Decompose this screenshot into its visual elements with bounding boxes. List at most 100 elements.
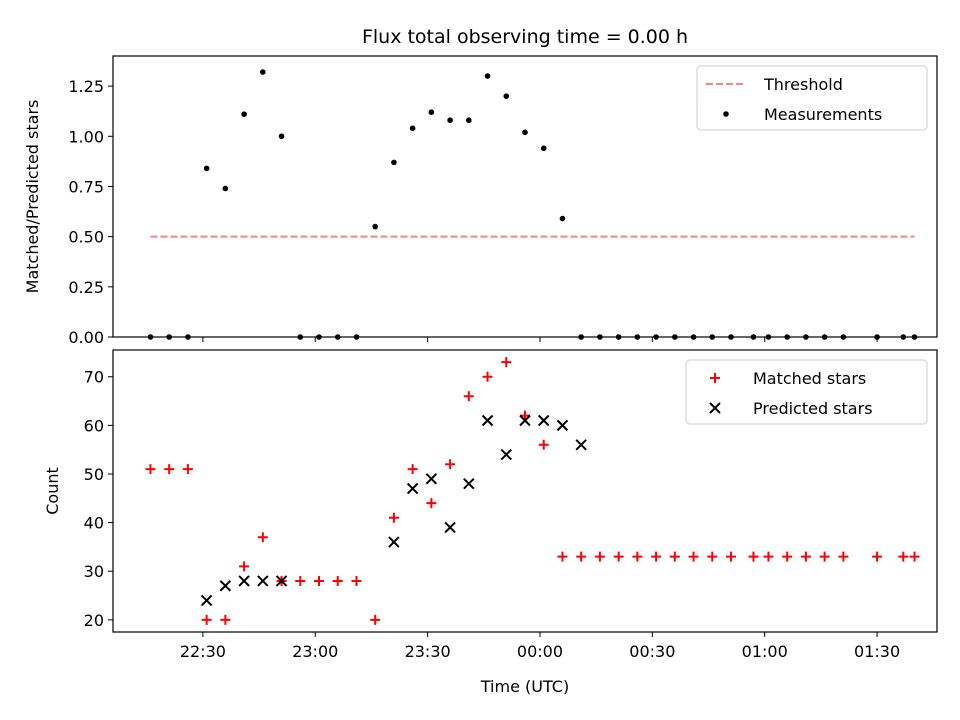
matched-star-point	[763, 551, 774, 562]
x-tick-label: 01:30	[854, 642, 900, 661]
plot-frame	[112, 349, 938, 633]
chart-title: Flux total observing time = 0.00 h	[362, 26, 688, 48]
predicted-star-point	[556, 419, 569, 432]
x-tick-label: 01:00	[742, 642, 788, 661]
matched-star-point	[538, 439, 549, 450]
y-tick-label: 1.00	[68, 127, 104, 146]
x-tick-label: 22:30	[180, 642, 226, 661]
y-tick-label: 70	[84, 368, 104, 387]
series-matched-stars	[145, 357, 920, 625]
matched-star-point	[501, 357, 512, 368]
measurement-point	[428, 109, 435, 115]
y-tick-label: 0.00	[68, 328, 104, 347]
matched-star-point	[445, 459, 456, 470]
matched-star-point	[257, 532, 268, 543]
matched-star-point	[182, 464, 193, 475]
panel-ratio: 0.00 0.25 0.50 0.75 1.00 1.25 Flux total obser…	[23, 26, 938, 347]
legend: Matched stars Predicted stars	[685, 359, 928, 425]
matched-star-point	[201, 614, 212, 625]
predicted-star-point	[519, 414, 531, 427]
matched-star-point	[407, 464, 418, 475]
legend-measurement-swatch	[723, 111, 729, 117]
predicted-star-point	[444, 521, 456, 534]
matched-star-point	[463, 391, 474, 402]
predicted-star-point	[257, 575, 269, 587]
measurement-point	[466, 117, 472, 124]
predicted-star-point	[463, 477, 475, 490]
measurement-point	[540, 145, 547, 152]
matched-star-point	[557, 551, 568, 562]
measurement-point	[222, 185, 229, 192]
y-tick-label: 0.50	[68, 228, 104, 247]
predicted-star-point	[388, 536, 400, 548]
matched-star-point	[909, 551, 920, 562]
predicted-star-point	[500, 448, 512, 461]
measurement-point	[372, 223, 378, 230]
matched-star-point	[632, 551, 643, 562]
legend-matched-swatch	[710, 373, 720, 383]
y-tick-label: 50	[84, 465, 104, 484]
measurement-point	[391, 159, 397, 166]
matched-star-point	[838, 551, 849, 562]
matched-star-point	[426, 498, 437, 509]
matched-star-point	[707, 551, 718, 562]
measurement-point	[522, 129, 528, 136]
matched-star-point	[145, 464, 156, 475]
y-tick-label: 30	[84, 562, 104, 581]
matched-star-point	[669, 551, 680, 562]
legend-label: Predicted stars	[753, 399, 873, 418]
y-tick-label: 0.25	[68, 278, 104, 297]
x-axis-label: Time (UTC)	[480, 677, 569, 696]
y-tick-label: 60	[84, 416, 104, 435]
matched-star-point	[576, 551, 587, 562]
measurement-point	[203, 165, 210, 172]
legend-box	[696, 65, 928, 131]
predicted-star-point	[538, 414, 550, 427]
legend-box	[685, 359, 928, 425]
measurement-point	[447, 117, 453, 124]
measurement-point	[484, 73, 491, 79]
legend-label: Threshold	[763, 75, 843, 94]
x-tick-label: 00:00	[517, 642, 563, 661]
matched-star-point	[239, 561, 250, 572]
matched-star-point	[613, 551, 624, 562]
matched-star-point	[594, 551, 605, 562]
matched-star-point	[898, 551, 909, 562]
matched-star-point	[332, 575, 343, 586]
matched-star-point	[748, 551, 759, 562]
matched-star-point	[351, 575, 362, 586]
predicted-star-point	[200, 594, 213, 607]
legend-predicted-swatch	[709, 402, 721, 414]
legend-label: Measurements	[764, 105, 882, 124]
matched-star-point	[651, 551, 662, 562]
measurement-point	[278, 133, 285, 140]
matched-star-point	[872, 551, 883, 562]
matched-star-point	[688, 551, 699, 562]
matched-star-point	[164, 464, 175, 475]
plot-frame	[112, 55, 938, 338]
legend-label: Matched stars	[753, 369, 866, 388]
measurement-point	[260, 69, 266, 75]
y-tick-label: 0.75	[68, 177, 104, 196]
y-tick-label: 40	[84, 514, 104, 533]
measurement-point	[241, 111, 247, 118]
y-axis-label: Matched/Predicted stars	[23, 100, 42, 294]
matched-star-point	[726, 551, 736, 562]
matched-star-point	[314, 575, 324, 586]
measurement-point	[409, 125, 416, 132]
predicted-star-point	[575, 439, 587, 451]
x-tick-label: 23:00	[292, 642, 338, 661]
x-tick-label: 23:30	[405, 642, 451, 661]
matched-star-point	[800, 551, 811, 562]
y-axis-label: Count	[43, 467, 62, 515]
y-tick-label: 1.25	[68, 77, 104, 96]
series-predicted-stars	[200, 414, 587, 607]
matched-star-point	[370, 614, 381, 625]
matched-star-point	[220, 614, 231, 625]
matched-star-point	[819, 551, 830, 562]
predicted-star-point	[238, 575, 250, 587]
predicted-star-point	[406, 482, 419, 495]
panel-count: 20 30 40 50 60 70 22:30 23:00 23:30 00:00 00:30 01:…	[43, 349, 938, 696]
legend: Threshold Measurements	[696, 65, 928, 131]
